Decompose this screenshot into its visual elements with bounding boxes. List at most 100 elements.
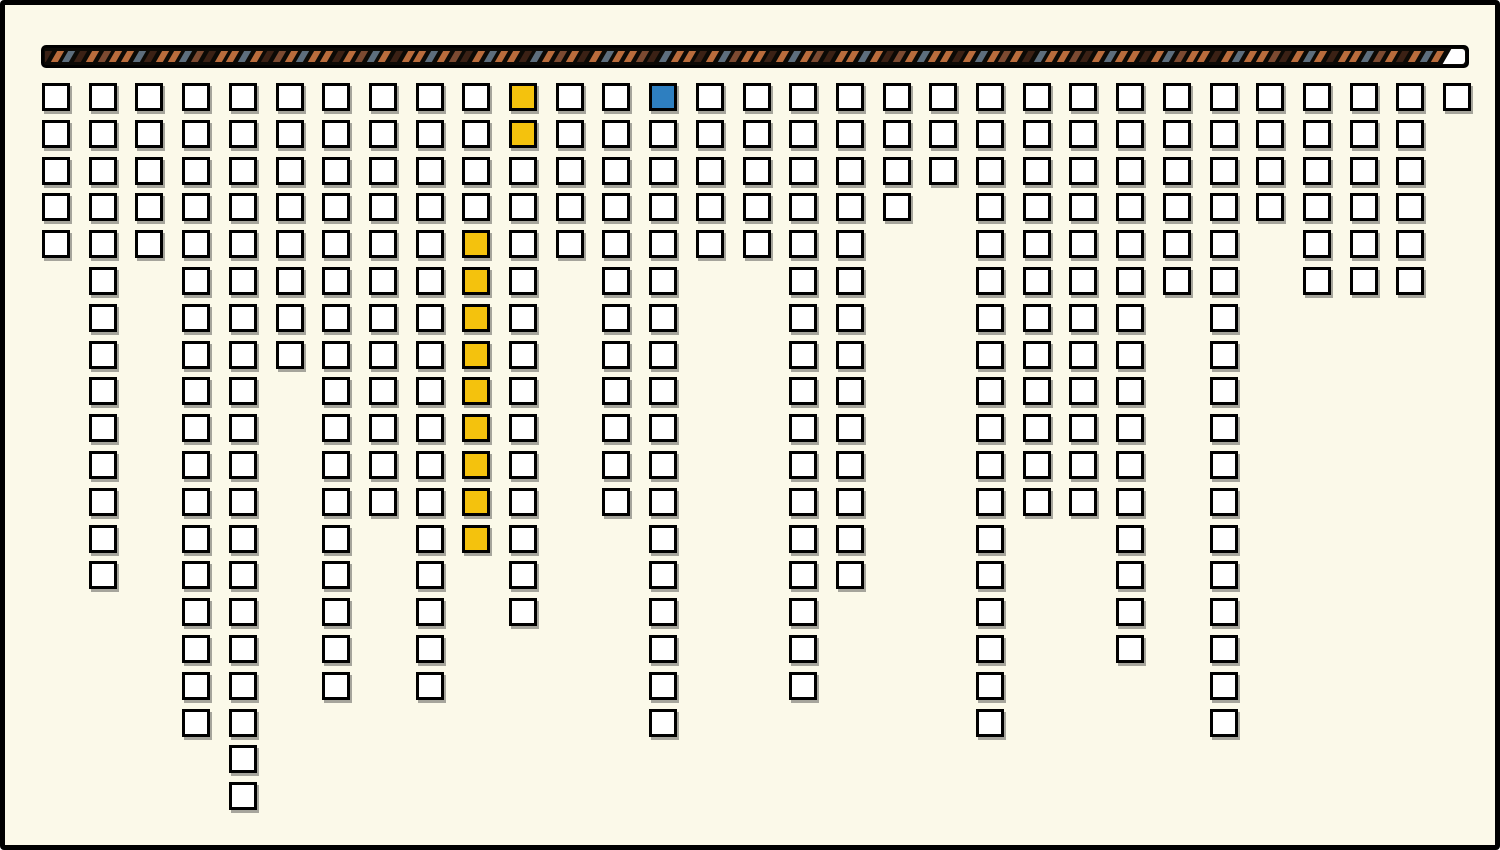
grid-cell[interactable] <box>1163 120 1191 148</box>
grid-cell[interactable] <box>789 561 817 589</box>
grid-cell[interactable] <box>416 561 444 589</box>
grid-cell[interactable] <box>1210 525 1238 553</box>
grid-cell[interactable] <box>743 157 771 185</box>
grid-cell[interactable] <box>649 709 677 737</box>
grid-cell[interactable] <box>42 193 70 221</box>
grid-cell[interactable] <box>789 230 817 258</box>
grid-cell[interactable] <box>1396 230 1424 258</box>
grid-cell[interactable] <box>229 157 257 185</box>
grid-cell[interactable] <box>509 157 537 185</box>
grid-cell[interactable] <box>602 488 630 516</box>
grid-cell[interactable] <box>1396 193 1424 221</box>
grid-cell[interactable] <box>1350 267 1378 295</box>
grid-cell[interactable] <box>1069 193 1097 221</box>
grid-cell[interactable] <box>602 414 630 442</box>
grid-cell[interactable] <box>229 120 257 148</box>
grid-cell-highlighted[interactable] <box>462 304 490 332</box>
grid-cell[interactable] <box>1023 120 1051 148</box>
grid-cell[interactable] <box>1116 414 1144 442</box>
grid-cell[interactable] <box>462 83 490 111</box>
grid-cell[interactable] <box>89 377 117 405</box>
grid-cell[interactable] <box>743 193 771 221</box>
grid-cell[interactable] <box>509 377 537 405</box>
grid-cell[interactable] <box>649 377 677 405</box>
grid-cell[interactable] <box>322 377 350 405</box>
grid-cell[interactable] <box>182 120 210 148</box>
grid-cell[interactable] <box>229 377 257 405</box>
grid-cell[interactable] <box>182 157 210 185</box>
grid-cell[interactable] <box>322 635 350 663</box>
grid-cell[interactable] <box>416 157 444 185</box>
grid-cell[interactable] <box>976 561 1004 589</box>
grid-cell[interactable] <box>1069 120 1097 148</box>
grid-cell[interactable] <box>1210 193 1238 221</box>
grid-cell[interactable] <box>229 672 257 700</box>
grid-cell[interactable] <box>1210 230 1238 258</box>
grid-cell[interactable] <box>369 157 397 185</box>
grid-cell[interactable] <box>42 83 70 111</box>
grid-cell[interactable] <box>556 230 584 258</box>
grid-cell[interactable] <box>1210 267 1238 295</box>
grid-cell[interactable] <box>416 377 444 405</box>
grid-cell-highlighted[interactable] <box>462 377 490 405</box>
grid-cell-highlighted[interactable] <box>462 488 490 516</box>
grid-cell[interactable] <box>836 377 864 405</box>
grid-cell[interactable] <box>976 488 1004 516</box>
grid-cell[interactable] <box>229 414 257 442</box>
grid-cell[interactable] <box>1163 267 1191 295</box>
grid-cell[interactable] <box>976 451 1004 479</box>
grid-cell[interactable] <box>416 83 444 111</box>
grid-cell[interactable] <box>602 230 630 258</box>
grid-cell[interactable] <box>976 230 1004 258</box>
grid-cell[interactable] <box>789 157 817 185</box>
grid-cell[interactable] <box>1116 83 1144 111</box>
grid-cell[interactable] <box>89 230 117 258</box>
grid-cell[interactable] <box>1116 193 1144 221</box>
grid-cell[interactable] <box>649 672 677 700</box>
grid-cell[interactable] <box>836 157 864 185</box>
grid-cell[interactable] <box>1116 598 1144 626</box>
grid-cell[interactable] <box>649 230 677 258</box>
grid-cell[interactable] <box>696 193 724 221</box>
grid-cell[interactable] <box>1069 451 1097 479</box>
grid-cell[interactable] <box>509 267 537 295</box>
grid-cell[interactable] <box>229 635 257 663</box>
grid-cell[interactable] <box>602 157 630 185</box>
grid-cell[interactable] <box>1396 120 1424 148</box>
grid-cell[interactable] <box>1163 83 1191 111</box>
grid-cell[interactable] <box>89 561 117 589</box>
grid-cell[interactable] <box>1023 230 1051 258</box>
grid-cell[interactable] <box>1116 377 1144 405</box>
grid-cell[interactable] <box>135 157 163 185</box>
grid-cell-highlighted[interactable] <box>462 525 490 553</box>
grid-cell[interactable] <box>602 193 630 221</box>
grid-cell[interactable] <box>1163 193 1191 221</box>
grid-cell[interactable] <box>1210 672 1238 700</box>
grid-cell[interactable] <box>976 157 1004 185</box>
grid-cell[interactable] <box>836 561 864 589</box>
grid-cell[interactable] <box>1443 83 1471 111</box>
grid-cell[interactable] <box>789 83 817 111</box>
grid-cell[interactable] <box>1116 341 1144 369</box>
grid-cell[interactable] <box>556 120 584 148</box>
grid-cell[interactable] <box>602 341 630 369</box>
grid-cell-highlighted[interactable] <box>462 267 490 295</box>
grid-cell[interactable] <box>322 598 350 626</box>
grid-cell[interactable] <box>836 304 864 332</box>
grid-cell[interactable] <box>182 377 210 405</box>
grid-cell[interactable] <box>509 341 537 369</box>
grid-cell[interactable] <box>322 230 350 258</box>
grid-cell[interactable] <box>135 230 163 258</box>
grid-cell[interactable] <box>416 120 444 148</box>
grid-cell[interactable] <box>89 267 117 295</box>
grid-cell[interactable] <box>182 341 210 369</box>
grid-cell[interactable] <box>649 451 677 479</box>
grid-cell[interactable] <box>182 635 210 663</box>
grid-cell[interactable] <box>229 230 257 258</box>
grid-cell[interactable] <box>649 341 677 369</box>
grid-cell[interactable] <box>322 193 350 221</box>
grid-cell[interactable] <box>1023 157 1051 185</box>
grid-cell[interactable] <box>836 414 864 442</box>
grid-cell[interactable] <box>369 193 397 221</box>
grid-cell[interactable] <box>462 193 490 221</box>
